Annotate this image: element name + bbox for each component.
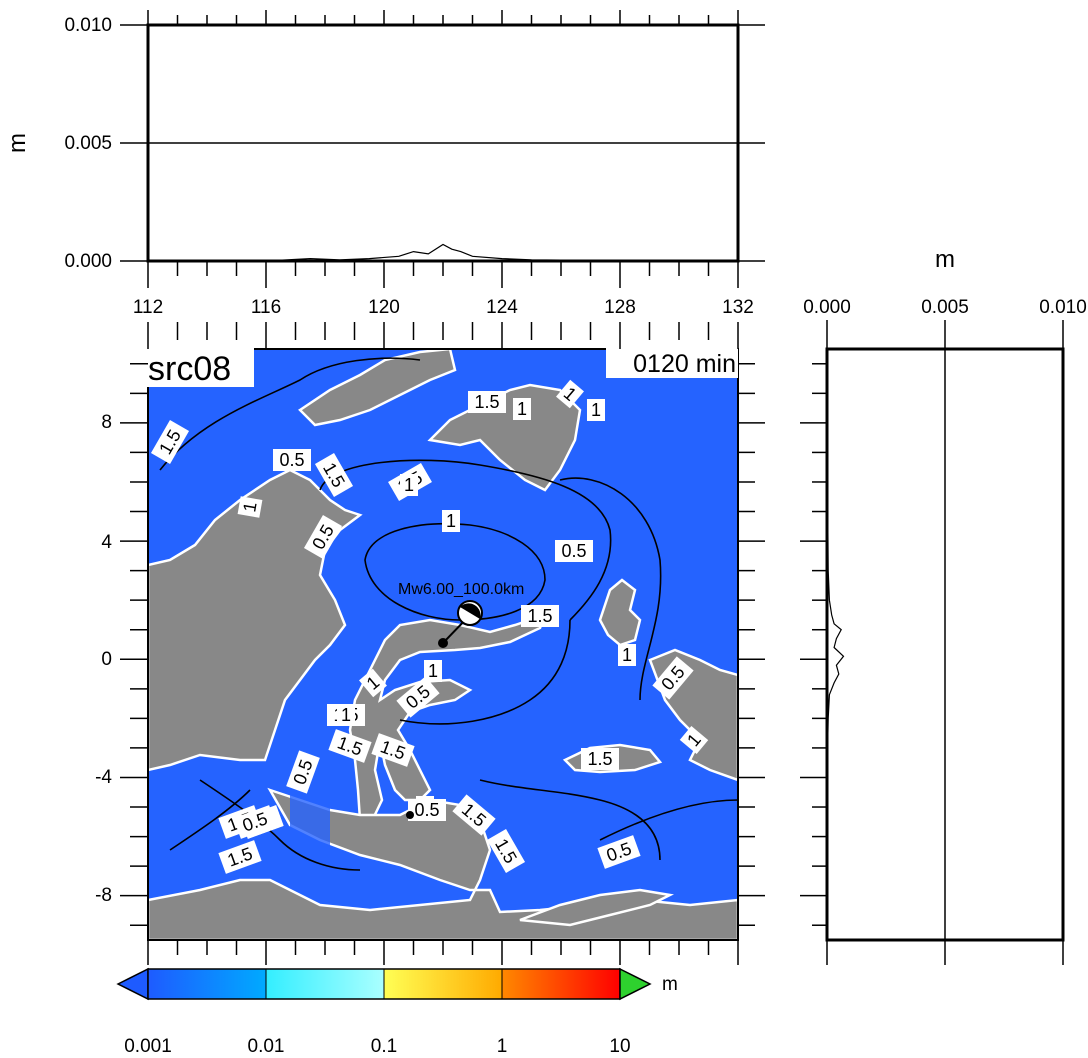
top-xtick-label-5: 132 [722, 297, 754, 318]
contour-label: 1 [618, 644, 636, 666]
top-ylabel: m [4, 133, 31, 153]
contour-label: 0.5 [555, 540, 593, 562]
contour-label: 1.5 [468, 391, 506, 413]
contour-label: 1 [556, 379, 584, 409]
right-y-ticks [800, 363, 827, 926]
top-xtick-label-4: 128 [604, 297, 636, 318]
top-x-ticks [147, 10, 739, 288]
land-timor [519, 888, 674, 927]
contour-label: 1.5 [521, 605, 559, 627]
colorbar-segment-3 [384, 969, 502, 999]
colorbar-segment-2 [266, 969, 384, 999]
right-xtick-label-0: 0.000 [803, 297, 851, 318]
contour-label-text: 1 [239, 500, 260, 513]
land-luzon-area [298, 349, 457, 427]
contour-label-text: 1 [446, 511, 456, 531]
contour-label: 1 [237, 496, 263, 518]
elevated-amplitude-patch [290, 795, 330, 855]
contour-lines [159, 357, 738, 871]
time-label-box [606, 348, 738, 378]
right-panel: m 0.000 0.005 0.010 [800, 246, 1087, 965]
contour-label: 1.5 [452, 794, 496, 836]
contour-label: 1 [359, 668, 387, 698]
colorbar-tick-4: 10 [609, 1036, 630, 1057]
colorbar-tick-2: 0.1 [371, 1036, 397, 1057]
right-xtick-label-2: 0.010 [1039, 297, 1087, 318]
contour-label-text: 1.5 [474, 392, 499, 412]
contour-label-text: 0.5 [561, 541, 586, 561]
epicenter-label: Mw6.00_100.0km [398, 581, 524, 598]
colorbar: m 0.001 0.01 0.1 1 10 [116, 967, 678, 1057]
contour-label-text: 0.5 [414, 800, 439, 820]
colorbar-unit: m [662, 974, 678, 995]
contour-label: 0.5 [408, 799, 446, 821]
secondary-source-marker [406, 811, 414, 819]
top-xtick-label-1: 116 [251, 297, 281, 318]
map-y-ticks [120, 363, 765, 926]
map-ytick-label-0: 8 [101, 412, 112, 433]
top-xtick-label-3: 124 [486, 297, 518, 318]
colorbar-over-triangle [619, 967, 652, 1001]
contour-label: 1.5 [581, 748, 619, 770]
contour-label-text: 1 [341, 705, 351, 725]
colorbar-under-triangle [116, 967, 149, 1001]
contour-label: 1 [337, 704, 355, 726]
top-ytick-label-1: 0.005 [64, 133, 112, 154]
land-halmahera [598, 578, 642, 647]
map-x-ticks [147, 322, 739, 965]
top-profile-line [148, 243, 738, 262]
top-xtick-label-2: 120 [368, 297, 400, 318]
contour-label-text: 1 [591, 400, 601, 420]
colorbar-tick-1: 0.01 [248, 1036, 285, 1057]
contour-label: 1 [679, 726, 709, 754]
contour-label: 1 [513, 398, 531, 420]
contour-label: 1 [424, 660, 442, 682]
time-label: 0120 min [633, 350, 736, 378]
contour-label-text: 1 [622, 645, 632, 665]
contour-label: 1.5 [314, 453, 354, 497]
contour-label-text: 0.5 [279, 450, 304, 470]
contour-label-text: 1.5 [587, 749, 612, 769]
top-ytick-label-0: 0.000 [64, 251, 112, 272]
source-label-box [144, 347, 254, 387]
right-xlabel: m [935, 246, 955, 273]
map-panel: 1.50.51.511.50.51.511110.51.510.51.510.5… [95, 322, 765, 965]
map-ytick-label-1: 4 [101, 532, 112, 553]
top-xtick-label-0: 112 [133, 297, 163, 318]
top-panel: 0.000 0.005 0.010 m 112 116 120 124 128 … [4, 10, 765, 318]
contour-labels: 1.50.51.511.50.51.511110.51.510.51.510.5… [150, 379, 709, 874]
colorbar-segment-1 [148, 969, 266, 999]
contour-label-text: 1 [517, 399, 527, 419]
map-ytick-label-4: -8 [95, 885, 112, 906]
right-xtick-label-1: 0.005 [921, 297, 969, 318]
top-ytick-label-2: 0.010 [64, 15, 112, 36]
contour-label-text: 1 [404, 475, 414, 495]
contour-label-text: 1 [428, 661, 438, 681]
contour-label: 1 [400, 474, 418, 496]
source-label: src08 [148, 350, 231, 388]
epicenter-marker: Mw6.00_100.0km [398, 581, 524, 648]
contour-label: 1 [442, 510, 460, 532]
epicenter-dot [438, 638, 448, 648]
contour-label: 1 [587, 399, 605, 421]
contour-label-text: 1.5 [527, 606, 552, 626]
colorbar-segment-4 [502, 969, 620, 999]
colorbar-tick-3: 1 [497, 1036, 508, 1057]
contour-label: 0.5 [273, 449, 311, 471]
right-profile-line [826, 348, 845, 940]
map-ytick-label-3: -4 [95, 767, 112, 788]
map-ytick-label-2: 0 [101, 649, 112, 670]
colorbar-tick-0: 0.001 [124, 1036, 172, 1057]
